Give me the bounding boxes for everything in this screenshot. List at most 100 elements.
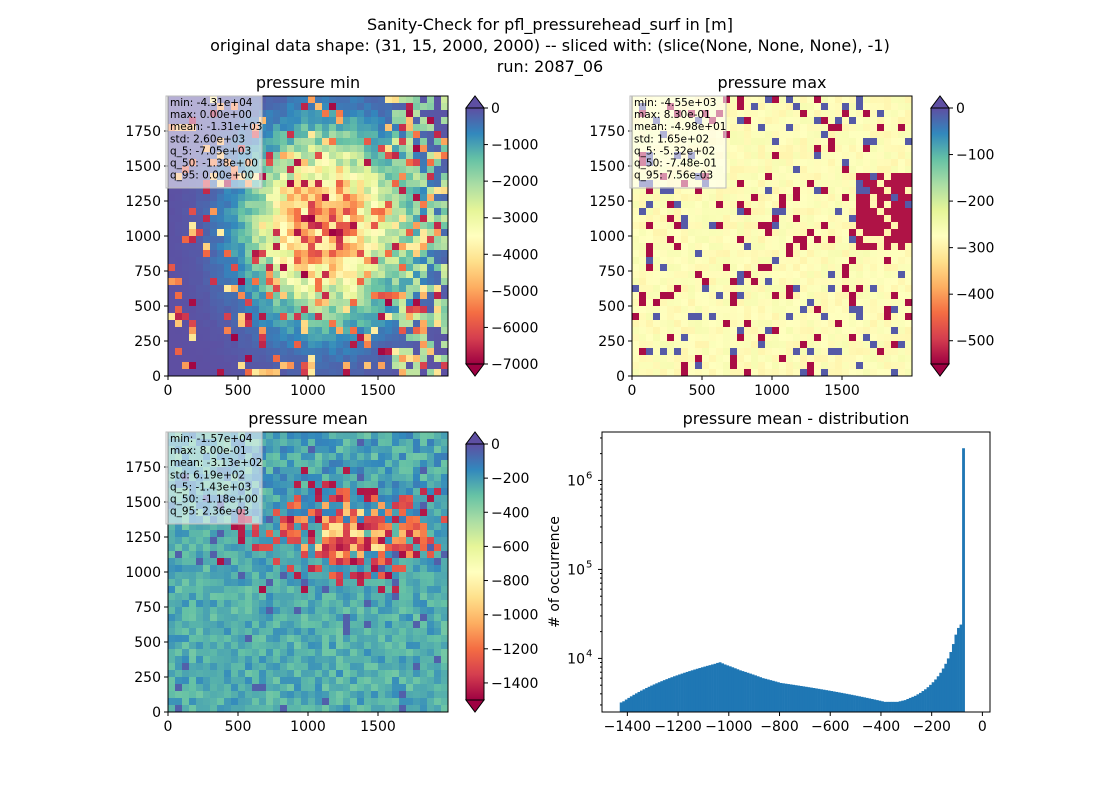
hist-bar xyxy=(913,695,917,712)
hist-bar xyxy=(817,688,821,712)
colorbar-bar-mean xyxy=(465,443,485,701)
colorbar-tick-label-min: −7000 xyxy=(491,357,538,373)
stats-line-min: std: 2.60e+03 xyxy=(170,133,245,145)
hist-bar xyxy=(870,698,874,712)
colorbar-tick-label-min: 0 xyxy=(491,101,500,117)
colorbar-bar-max xyxy=(930,107,950,365)
hist-bar xyxy=(787,684,790,712)
colorbar-mean: 0 −200 −400 −600 −800 −1000 −1200 −1400 xyxy=(465,431,538,713)
colorbar-tick-label-min: −2000 xyxy=(491,174,538,190)
hist-bar xyxy=(693,669,697,712)
hist-bar xyxy=(683,672,686,712)
stats-line-mean: max: 8.00e-01 xyxy=(170,445,247,457)
y-tick-label-mean: 1000 xyxy=(125,565,161,581)
x-tick-label-hist: −1200 xyxy=(654,719,701,735)
hist-bar xyxy=(759,677,763,712)
y-tick-label-max: 750 xyxy=(598,264,625,280)
colorbar-bar-min xyxy=(465,107,485,365)
hist-bar xyxy=(657,682,661,712)
hist-bar xyxy=(863,697,867,712)
y-tick-label-hist: 10 xyxy=(567,473,585,489)
stats-line-mean: std: 6.19e+02 xyxy=(170,469,245,481)
figure-title-line-2: original data shape: (31, 15, 2000, 2000… xyxy=(210,36,890,55)
hist-bar xyxy=(931,682,935,712)
colorbar-tick-label-max: −500 xyxy=(956,334,994,350)
hist-bar xyxy=(723,664,727,712)
hist-bar xyxy=(766,679,770,712)
y-tick-label-mean: 250 xyxy=(134,670,161,686)
hist-bar xyxy=(774,681,778,712)
hist-bar xyxy=(830,691,834,712)
stats-line-max: max: 8.30e-01 xyxy=(634,109,711,121)
hist-bar xyxy=(886,701,889,712)
hist-bar xyxy=(650,685,654,712)
hist-bar xyxy=(629,696,633,712)
hist-bar xyxy=(660,681,664,712)
hist-bar xyxy=(944,663,948,712)
hist-bar xyxy=(865,697,869,712)
hist-bar xyxy=(918,692,922,712)
hist-bar xyxy=(962,448,965,712)
colorbar-tick-label-mean: −600 xyxy=(491,539,529,555)
colorbar-extend-bottom-mean xyxy=(465,699,485,713)
hist-bar xyxy=(764,678,768,712)
colorbar-tick-label-min: −4000 xyxy=(491,247,538,263)
stats-line-mean: q_50: -1.18e+00 xyxy=(170,494,258,506)
hist-bar xyxy=(673,676,676,712)
stats-line-max: mean: -4.98e+01 xyxy=(634,121,726,133)
hist-bar xyxy=(845,693,849,712)
x-tick-label-hist: −800 xyxy=(760,719,798,735)
panel-max: pressure max 0 500 1000 1500 0 250 500 750 1000 12… xyxy=(589,73,994,399)
stats-line-mean: q_5: -1.43e+03 xyxy=(170,481,251,493)
figure-title: Sanity-Check for pfl_pressurehead_surf i… xyxy=(210,15,890,77)
hist-bar xyxy=(809,687,813,712)
stats-line-mean: mean: -3.13e+02 xyxy=(170,457,262,469)
panel-min: pressure min 0 500 1000 1500 0 250 500 750 1000 12… xyxy=(125,73,538,399)
hist-bar xyxy=(776,682,780,712)
hist-bar xyxy=(667,678,671,712)
y-tick-exponent-hist: 6 xyxy=(586,470,592,481)
hist-bar xyxy=(855,695,859,712)
axes-frame-hist xyxy=(601,431,991,713)
stats-line-max: std: 1.65e+02 xyxy=(634,133,709,145)
hist-bar xyxy=(756,676,760,712)
hist-bar xyxy=(645,688,648,712)
hist-bar xyxy=(632,694,636,712)
y-tick-label-mean: 1750 xyxy=(125,460,161,476)
hist-bar xyxy=(731,667,735,712)
hist-bar xyxy=(627,697,631,712)
x-tick-label-mean: 500 xyxy=(225,719,252,735)
x-tick-label-hist: 0 xyxy=(978,719,987,735)
hist-bar xyxy=(949,652,953,712)
hist-bar xyxy=(825,690,828,712)
hist-bar xyxy=(946,658,950,712)
hist-bar xyxy=(832,691,836,712)
colorbar-tick-label-min: −6000 xyxy=(491,320,538,336)
panel-title-hist: pressure mean - distribution xyxy=(683,409,910,428)
x-tick-label-hist: −200 xyxy=(912,719,950,735)
hist-bar xyxy=(896,701,900,712)
colorbar-tick-label-max: 0 xyxy=(956,101,965,117)
x-tick-label-max: 0 xyxy=(628,383,637,399)
colorbar-tick-label-mean: −1400 xyxy=(491,676,538,692)
y-tick-label-min: 1750 xyxy=(125,124,161,140)
stats-line-min: q_5: -7.05e+03 xyxy=(170,145,251,157)
colorbar-tick-label-mean: −400 xyxy=(491,505,529,521)
hist-bar xyxy=(827,690,831,712)
y-tick-label-max: 1250 xyxy=(589,194,625,210)
y-tick-label-max: 0 xyxy=(616,369,625,385)
x-tick-label-hist: −1400 xyxy=(604,719,651,735)
y-tick-label-max: 250 xyxy=(598,334,625,350)
hist-bar xyxy=(695,668,699,712)
hist-bar xyxy=(716,662,719,712)
y-tick-label-min: 750 xyxy=(134,264,161,280)
hist-bar xyxy=(698,668,702,712)
hist-bar xyxy=(959,624,963,712)
hist-bar xyxy=(837,692,841,712)
hist-bar xyxy=(675,675,679,712)
panel-mean: pressure mean 0 500 1000 1500 0 250 500 750 1000 1… xyxy=(125,409,538,735)
hist-bar xyxy=(652,684,656,712)
hist-bar xyxy=(875,700,879,712)
hist-bar xyxy=(842,693,846,712)
